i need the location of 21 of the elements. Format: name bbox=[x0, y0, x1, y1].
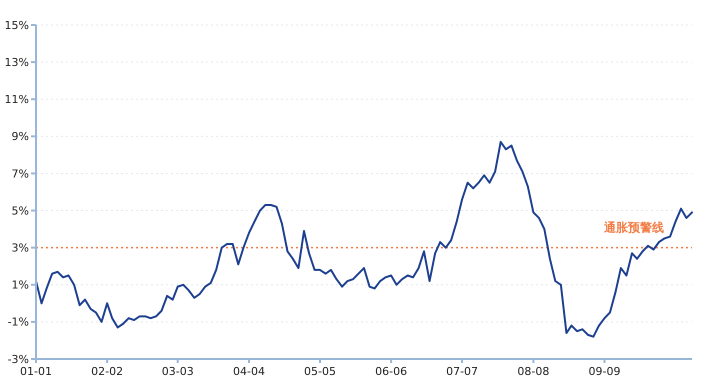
ref-line-label: 通胀预警线 bbox=[603, 220, 664, 235]
y-tick-label: 3% bbox=[12, 242, 29, 255]
x-tick-label: 07-07 bbox=[446, 365, 478, 378]
y-tick-label: 15% bbox=[4, 18, 29, 32]
y-tick-label: 5% bbox=[12, 204, 29, 218]
line-series bbox=[35, 140, 693, 338]
y-tick-label: 1% bbox=[12, 278, 29, 292]
x-tick-label: 04-04 bbox=[233, 365, 266, 378]
y-tick-label: -3% bbox=[8, 352, 29, 366]
x-tick-label: 01-01 bbox=[20, 365, 52, 378]
x-tick-label: 09-09 bbox=[588, 365, 621, 378]
y-tick-label: 13% bbox=[4, 56, 29, 69]
x-tick-label: 02-02 bbox=[91, 365, 124, 378]
x-tick-label: 08-08 bbox=[517, 365, 550, 378]
y-tick-label: 7% bbox=[12, 167, 29, 180]
x-tick-label: 06-06 bbox=[375, 365, 408, 378]
y-tick-label: 11% bbox=[4, 93, 29, 106]
y-tick-label: 9% bbox=[12, 130, 29, 144]
x-tick-label: 03-03 bbox=[162, 365, 194, 378]
y-tick-label: -1% bbox=[8, 316, 29, 329]
x-tick-label: 05-05 bbox=[304, 365, 336, 378]
